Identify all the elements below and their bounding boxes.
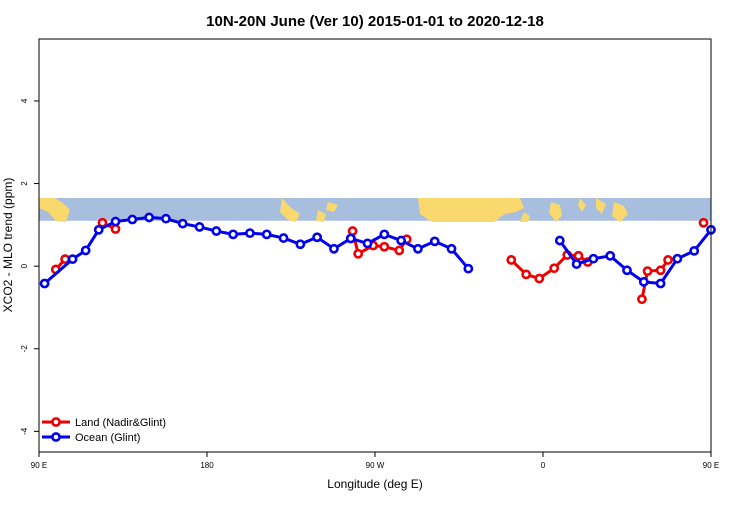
legend-label: Ocean (Glint) — [75, 432, 140, 444]
data-point — [394, 245, 405, 256]
map-land — [280, 198, 300, 222]
map-land — [596, 198, 606, 214]
data-point — [396, 235, 407, 246]
data-point — [413, 243, 423, 254]
x-tick-label: 90 W — [366, 461, 385, 470]
data-point — [362, 238, 373, 249]
chart-title: 10N-20N June (Ver 10) 2015-01-01 to 2020… — [206, 13, 544, 30]
map-land — [612, 202, 628, 222]
legend-marker — [51, 432, 61, 442]
data-point — [345, 233, 356, 244]
data-point — [110, 224, 121, 234]
data-point — [655, 265, 666, 276]
y-tick-label: 2 — [20, 181, 29, 186]
y-tick-label: 4 — [20, 98, 29, 103]
map-land — [520, 212, 530, 222]
map-land — [316, 210, 326, 222]
data-point — [698, 217, 709, 228]
data-point — [347, 226, 358, 236]
data-point — [211, 226, 222, 236]
data-point — [506, 255, 517, 265]
x-axis: 90 E 180 90 W 0 90 E — [31, 452, 719, 470]
data-point — [295, 239, 306, 250]
series-line — [43, 215, 470, 285]
data-point — [245, 228, 255, 239]
data-point — [463, 263, 474, 274]
legend-marker — [51, 417, 61, 427]
data-point — [554, 235, 565, 246]
legend-label: Land (Nadir&Glint) — [75, 417, 166, 429]
data-point — [622, 265, 632, 276]
data-point — [353, 248, 364, 259]
map-land — [578, 198, 586, 212]
data-point — [689, 245, 700, 256]
data-point — [521, 269, 532, 280]
data-point — [161, 213, 171, 224]
data-point — [80, 245, 91, 256]
series-line — [558, 228, 713, 285]
y-tick-label: -2 — [20, 345, 29, 353]
x-tick-label: 90 E — [703, 461, 719, 470]
x-tick-label: 90 E — [31, 461, 47, 470]
data-point — [573, 250, 584, 261]
data-point — [110, 216, 121, 227]
data-point — [672, 253, 683, 264]
data-point — [379, 241, 390, 252]
data-point — [663, 255, 673, 265]
data-point — [637, 294, 647, 305]
data-point — [534, 273, 545, 284]
data-point — [429, 236, 440, 247]
y-tick-label: 0 — [20, 263, 29, 268]
map-land — [326, 202, 338, 212]
x-tick-label: 0 — [541, 461, 546, 470]
data-point — [39, 278, 50, 289]
map-land — [39, 198, 70, 222]
data-point — [261, 229, 272, 240]
data-point — [194, 222, 205, 232]
data-point — [642, 266, 653, 277]
y-tick-label: -4 — [20, 427, 29, 435]
data-point — [144, 212, 155, 223]
data-point — [549, 263, 560, 274]
data-point — [588, 253, 599, 264]
map-land — [549, 202, 562, 222]
y-axis: -4 -2 0 2 4 — [20, 98, 39, 435]
data-point — [571, 259, 582, 269]
x-axis-label: Longitude (deg E) — [327, 477, 422, 491]
y-axis-label: XCO2 - MLO trend (ppm) — [1, 178, 15, 313]
data-point — [655, 278, 666, 289]
world-map-band — [39, 198, 711, 222]
data-point — [67, 254, 78, 265]
series-ocean — [39, 212, 716, 289]
map-land — [418, 198, 524, 222]
x-tick-label: 180 — [200, 461, 214, 470]
data-point — [446, 243, 457, 254]
data-point — [638, 276, 649, 287]
data-point — [605, 250, 616, 261]
legend: Land (Nadir&Glint) Ocean (Glint) — [42, 417, 166, 444]
series-layer — [39, 212, 716, 305]
data-point — [329, 243, 339, 254]
data-point — [379, 229, 390, 240]
data-point — [278, 233, 289, 243]
data-point — [127, 214, 138, 225]
series-land — [50, 217, 709, 305]
map-ocean — [39, 198, 711, 221]
data-point — [177, 218, 188, 229]
data-point — [312, 232, 323, 243]
data-point — [93, 224, 104, 235]
data-point — [228, 229, 239, 240]
